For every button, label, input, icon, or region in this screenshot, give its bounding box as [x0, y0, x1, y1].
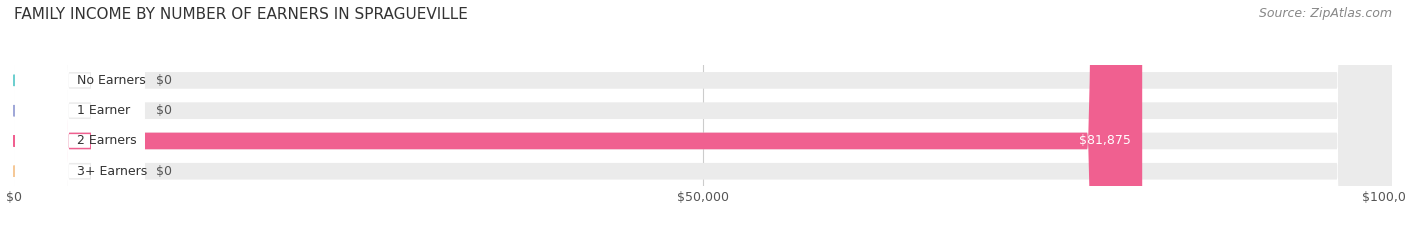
FancyBboxPatch shape: [14, 0, 145, 233]
Text: 2 Earners: 2 Earners: [77, 134, 136, 147]
Text: 1 Earner: 1 Earner: [77, 104, 129, 117]
FancyBboxPatch shape: [14, 0, 145, 233]
Text: FAMILY INCOME BY NUMBER OF EARNERS IN SPRAGUEVILLE: FAMILY INCOME BY NUMBER OF EARNERS IN SP…: [14, 7, 468, 22]
Text: $0: $0: [156, 104, 172, 117]
FancyBboxPatch shape: [14, 0, 145, 233]
Text: 3+ Earners: 3+ Earners: [77, 165, 148, 178]
Text: No Earners: No Earners: [77, 74, 146, 87]
Text: $81,875: $81,875: [1080, 134, 1132, 147]
FancyBboxPatch shape: [14, 0, 1392, 233]
FancyBboxPatch shape: [14, 0, 1142, 233]
FancyBboxPatch shape: [14, 0, 1392, 233]
FancyBboxPatch shape: [14, 0, 145, 233]
Text: $0: $0: [156, 74, 172, 87]
FancyBboxPatch shape: [14, 0, 1392, 233]
Text: Source: ZipAtlas.com: Source: ZipAtlas.com: [1258, 7, 1392, 20]
Text: $0: $0: [156, 165, 172, 178]
FancyBboxPatch shape: [14, 0, 1392, 233]
